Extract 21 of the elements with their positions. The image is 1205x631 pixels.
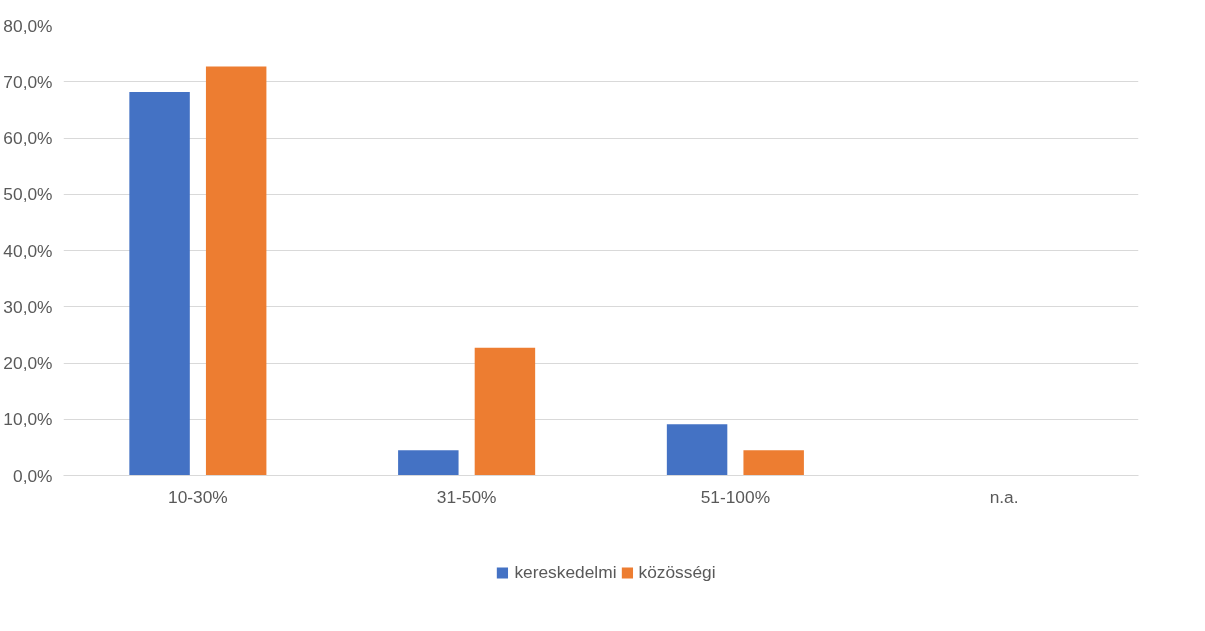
y-tick-label: 70,0% <box>3 71 53 92</box>
legend-label: közösségi <box>638 561 716 583</box>
x-tick-label: 51-100% <box>700 486 771 507</box>
y-tick-label: 40,0% <box>3 240 53 261</box>
y-tick-label: 10,0% <box>3 409 53 430</box>
y-tick-label: 0,0% <box>13 465 53 486</box>
legend-label: kereskedelmi <box>514 561 617 583</box>
x-tick-label: 10-30% <box>168 486 228 507</box>
x-tick-label: 31-50% <box>436 486 497 507</box>
y-tick-label: 60,0% <box>3 128 53 148</box>
y-tick-label: 80,0% <box>3 15 53 36</box>
bar <box>398 450 459 476</box>
x-tick-label: n.a. <box>989 486 1019 507</box>
y-tick-label: 30,0% <box>3 296 53 317</box>
y-tick-label: 20,0% <box>3 353 53 373</box>
bar <box>129 91 190 476</box>
bar <box>474 347 536 476</box>
bar <box>205 66 267 476</box>
y-tick-label: 50,0% <box>3 184 53 205</box>
bar <box>743 450 804 476</box>
bar <box>666 424 728 476</box>
